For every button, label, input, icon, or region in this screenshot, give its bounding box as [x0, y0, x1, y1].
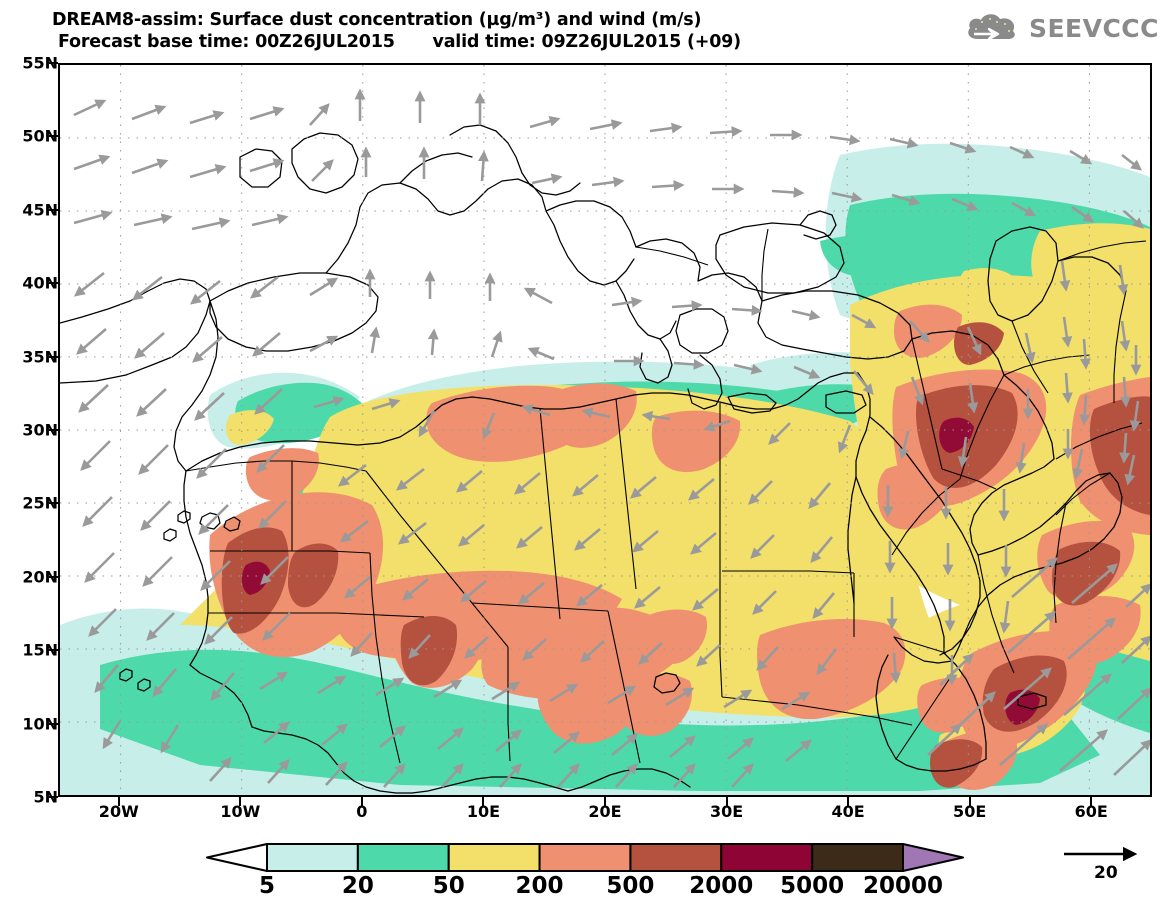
x-axis-label: 60E — [1074, 802, 1108, 821]
map-gridlines — [60, 65, 1150, 795]
x-axis-label: 0 — [356, 802, 368, 821]
map-country-borders — [185, 228, 1147, 764]
dust-concentration-map — [60, 65, 1150, 795]
x-axis-label: 30E — [709, 802, 744, 821]
colorbar-band-20-50[interactable] — [356, 843, 450, 872]
map-coastlines — [60, 124, 1127, 794]
wind-scale-reference: 20 — [1060, 845, 1152, 889]
x-axis-tick — [604, 797, 606, 806]
x-axis-tick — [1090, 797, 1093, 806]
forecast-time-line: Forecast base time: 00Z26JUL2015 valid t… — [52, 31, 932, 53]
colorbar-label: 200 — [515, 873, 564, 899]
valid-time-label: valid time: 09Z26JUL2015 (+09) — [432, 32, 741, 52]
colorbar-label: 500 — [606, 873, 655, 899]
map-plot-area[interactable] — [58, 63, 1152, 797]
y-axis-tick — [49, 208, 58, 211]
x-axis-tick — [117, 797, 120, 806]
x-axis-label: 10E — [466, 802, 501, 821]
x-axis-tick — [239, 797, 242, 806]
colorbar-label: 2000 — [689, 873, 754, 899]
y-axis-tick — [49, 722, 58, 725]
y-axis-tick — [49, 62, 58, 64]
x-axis-tick — [968, 797, 971, 806]
y-axis-tick — [49, 429, 58, 431]
colorbar-band-5000-20000[interactable] — [811, 843, 905, 872]
y-axis-tick — [49, 502, 58, 505]
colorbar-band-200-500[interactable] — [538, 843, 632, 872]
reference-wind-arrow-icon — [1064, 846, 1138, 862]
colorbar-band-2000-5000[interactable] — [720, 843, 814, 872]
colorbar-swatches[interactable] — [205, 843, 965, 873]
x-axis-tick — [360, 797, 363, 806]
wind-scale-value: 20 — [1094, 863, 1118, 883]
colorbar-band-5-20[interactable] — [266, 843, 359, 872]
y-axis-label: 5N — [33, 787, 58, 807]
chart-header: DREAM8-assim: Surface dust concentration… — [52, 9, 932, 53]
y-axis-label: 20N — [22, 567, 58, 587]
y-axis-tick — [49, 355, 58, 358]
x-axis-label: 10W — [220, 802, 261, 821]
x-axis-tick — [482, 797, 485, 806]
y-axis-label: 40N — [22, 273, 58, 293]
colorbar-band-500-2000[interactable] — [629, 843, 723, 872]
y-axis-label: 25N — [22, 493, 58, 513]
y-axis-label: 35N — [22, 347, 58, 367]
colorbar[interactable]: 5 20 50 200 500 2000 5000 20000 — [205, 843, 965, 899]
y-axis-label: 10N — [22, 714, 58, 734]
x-axis-tick — [725, 797, 728, 806]
y-axis-tick — [49, 649, 58, 652]
colorbar-tick-labels: 5 20 50 200 500 2000 5000 20000 — [205, 873, 965, 907]
y-axis-label: 45N — [22, 200, 58, 220]
y-axis-tick — [49, 282, 58, 285]
colorbar-label: 50 — [432, 873, 465, 899]
x-axis-label: 50E — [953, 802, 987, 821]
x-axis-label: 40E — [831, 802, 865, 821]
x-axis-tick — [847, 797, 850, 806]
colorbar-band-50-200[interactable] — [447, 843, 541, 872]
y-axis-label: 15N — [22, 640, 58, 660]
y-axis-tick — [49, 575, 58, 578]
colorbar-label: 5 — [258, 873, 276, 899]
colorbar-label: 20 — [341, 873, 374, 899]
base-time-label: Forecast base time: 00Z26JUL2015 — [58, 32, 395, 52]
map-canvas — [60, 65, 1150, 795]
cloud-wind-icon — [968, 14, 1015, 41]
y-axis-label: 50N — [22, 126, 58, 146]
colorbar-cap-under-5 — [206, 843, 268, 872]
y-axis-label: 55N — [22, 53, 58, 73]
page-title: DREAM8-assim: Surface dust concentration… — [52, 10, 702, 30]
y-axis-label: 30N — [22, 420, 58, 440]
colorbar-label: 5000 — [780, 873, 845, 899]
colorbar-label: 20000 — [862, 873, 944, 899]
y-axis-tick — [49, 135, 58, 138]
logo-text: SEEVCCC — [1028, 13, 1159, 43]
x-axis-label: 20E — [588, 802, 622, 821]
x-axis-label: 20W — [98, 802, 139, 821]
colorbar-cap-over-20000 — [902, 843, 964, 872]
wind-vector-field — [73, 88, 1150, 788]
y-axis-tick — [49, 796, 58, 798]
seevccc-logo: SEEVCCC — [964, 10, 1159, 46]
